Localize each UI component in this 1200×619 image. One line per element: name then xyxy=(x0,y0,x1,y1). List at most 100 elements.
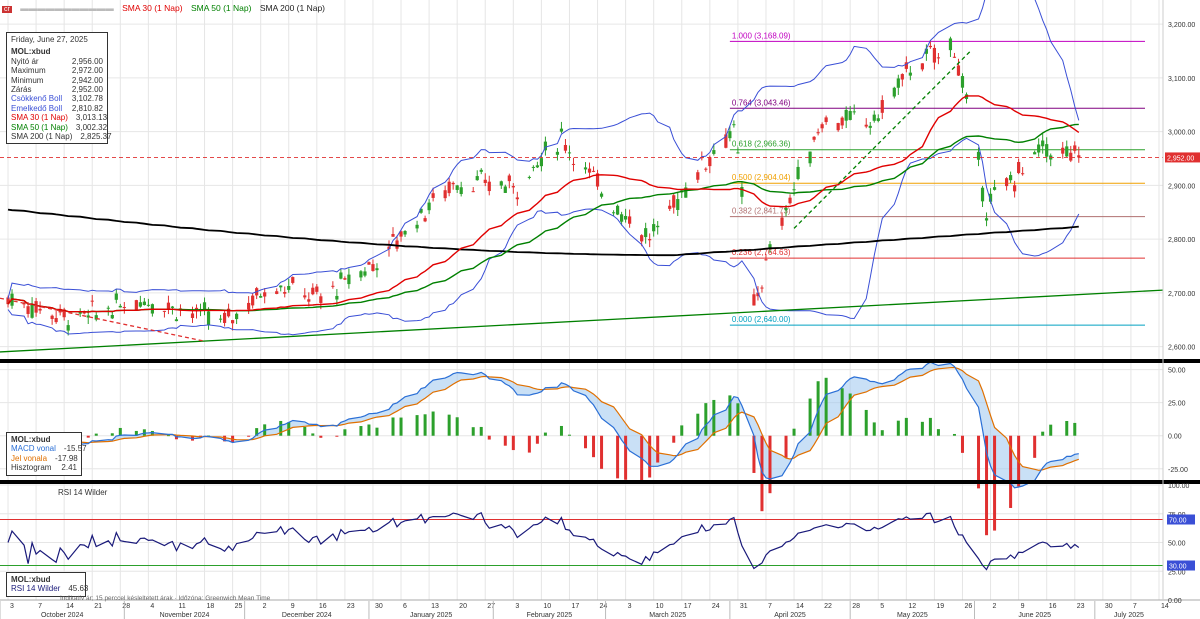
day-tick-label: 14 xyxy=(1161,603,1169,610)
candle-body xyxy=(275,291,279,294)
macd-histogram-bar xyxy=(1049,424,1053,436)
candle-body xyxy=(896,78,900,88)
candle-body xyxy=(1077,155,1081,158)
macd-histogram-bar xyxy=(471,427,475,436)
info-macd-value: -15.57 xyxy=(63,444,87,454)
day-tick-label: 6 xyxy=(403,603,407,610)
candle-body xyxy=(752,294,756,306)
macd-histogram-bar xyxy=(447,414,451,436)
macd-histogram-bar xyxy=(543,432,547,436)
day-tick-label: 7 xyxy=(38,603,42,610)
fib-level-label: 0.764 (3,043.46) xyxy=(732,98,791,107)
rsi-info-label: RSI 14 Wilder xyxy=(11,584,61,594)
candle-body xyxy=(359,271,363,278)
candle-body xyxy=(367,262,371,265)
candle-body xyxy=(852,111,856,113)
candle-body xyxy=(331,285,335,287)
rsi-panel[interactable] xyxy=(0,512,1163,571)
candle-body xyxy=(347,274,351,285)
candle-body xyxy=(30,304,34,318)
rsi-70-label: 70.00 xyxy=(1169,518,1187,525)
macd-axis-label: 50.00 xyxy=(1168,368,1186,375)
info-main-row: Nyitó ár 2,956.00 xyxy=(11,57,103,66)
candle-body xyxy=(543,141,548,151)
macd-histogram-bar xyxy=(423,414,427,436)
macd-histogram-bar xyxy=(303,426,307,436)
candle-body xyxy=(399,231,403,237)
macd-histogram-bar xyxy=(985,435,989,536)
info-macd-label: Hisztogram xyxy=(11,463,52,473)
candle-body xyxy=(251,295,255,306)
candle-body xyxy=(431,193,435,198)
candle-body xyxy=(676,199,680,210)
fib-level-label: 0.236 (2,764.63) xyxy=(732,248,791,257)
macd-histogram-bar xyxy=(696,413,700,436)
macd-histogram-bar xyxy=(559,425,563,436)
price-info-box: Friday, June 27, 2025 MOL:xbud Nyitó ár 2… xyxy=(6,32,112,145)
fib-level-label: 0.000 (2,640.00) xyxy=(732,315,791,324)
candle-body xyxy=(142,301,146,306)
candle-body xyxy=(571,163,576,165)
ticker-badge[interactable]: cr xyxy=(2,6,12,13)
candle-body xyxy=(1013,185,1017,192)
info-main-label: Csökkenő Boll xyxy=(11,94,63,104)
macd-signal-line xyxy=(7,366,1079,471)
candle-body xyxy=(531,166,535,168)
candle-body xyxy=(483,179,487,183)
legend-sma200[interactable]: SMA 200 (1 Nap) xyxy=(259,3,326,13)
candle-body xyxy=(788,197,792,204)
candle-body xyxy=(106,307,110,309)
candle-body xyxy=(50,315,54,319)
month-label: July 2025 xyxy=(1114,612,1144,619)
price-panel[interactable] xyxy=(0,0,1164,353)
candle-body xyxy=(527,176,531,178)
day-tick-label: 10 xyxy=(656,603,664,610)
candle-body xyxy=(138,302,142,307)
macd-histogram-bar xyxy=(752,435,756,473)
macd-histogram-bar xyxy=(736,403,740,436)
rsi-70-tag xyxy=(1167,514,1195,525)
day-tick-label: 14 xyxy=(796,603,804,610)
legend-sma30[interactable]: SMA 30 (1 Nap) xyxy=(122,3,183,13)
info-macd-row: Hisztogram 2.41 xyxy=(11,463,77,472)
info-main-value: 2,956.00 xyxy=(71,56,103,66)
info-symbol: MOL:xbud xyxy=(11,47,51,57)
macd-histogram-bar xyxy=(880,430,884,436)
candle-body xyxy=(487,181,491,192)
info-macd-value: -17.98 xyxy=(55,453,78,463)
info-main-value: 2,825.37 xyxy=(80,132,112,142)
macd-histogram-bar xyxy=(584,435,588,449)
price-axis-label: 2,700.00 xyxy=(1168,291,1195,298)
fibonacci-retracement[interactable]: 1.000 (3,168.09) 0.764 (3,043.46) 0.618 (2… xyxy=(729,31,1145,326)
day-tick-label: 23 xyxy=(347,603,355,610)
info-main-label: Emelkedő Boll xyxy=(11,103,63,113)
info-main-label: Nyitó ár xyxy=(11,56,39,66)
macd-histogram-bar xyxy=(936,429,940,436)
day-tick-label: 9 xyxy=(291,603,295,610)
macd-histogram-bar xyxy=(816,381,820,436)
candle-body xyxy=(740,186,744,197)
macd-info-symbol: MOL:xbud xyxy=(11,435,51,444)
candle-body xyxy=(118,305,122,308)
day-tick-label: 30 xyxy=(1105,603,1113,610)
candle-body xyxy=(287,285,291,290)
candle-body xyxy=(599,193,604,197)
candle-body xyxy=(90,300,94,302)
candle-body xyxy=(976,151,981,160)
day-tick-label: 22 xyxy=(824,603,832,610)
day-tick-label: 30 xyxy=(375,603,383,610)
candle-body xyxy=(615,205,620,215)
candle-body xyxy=(868,125,872,128)
macd-panel[interactable] xyxy=(6,361,1079,536)
candle-body xyxy=(672,195,676,208)
candle-body xyxy=(231,320,235,324)
macd-histogram-bar xyxy=(455,417,459,436)
day-tick-label: 20 xyxy=(459,603,467,610)
candle-body xyxy=(780,217,784,226)
candle-body xyxy=(764,259,768,261)
candle-body xyxy=(920,63,924,70)
candle-body xyxy=(511,186,515,188)
candle-body xyxy=(54,318,58,323)
legend-sma50[interactable]: SMA 50 (1 Nap) xyxy=(190,3,252,13)
